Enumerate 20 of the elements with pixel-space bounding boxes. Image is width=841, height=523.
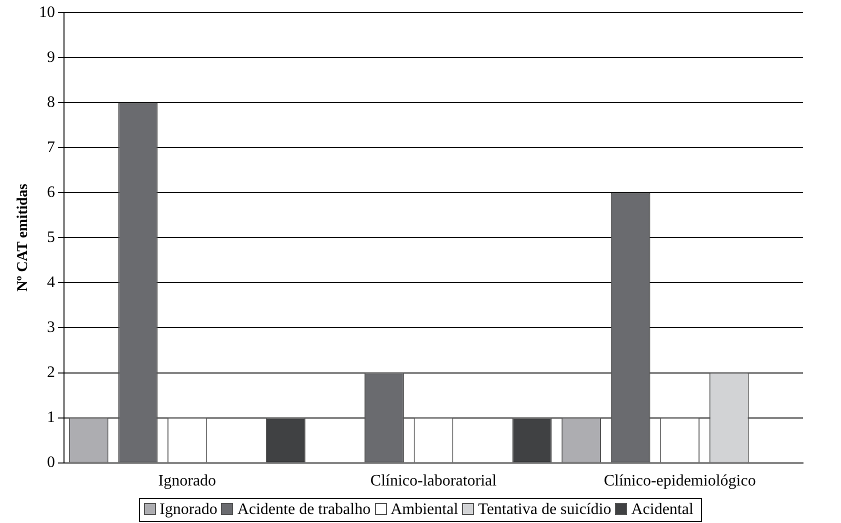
y-tick-label: 9 bbox=[47, 48, 55, 66]
y-tick-label: 5 bbox=[47, 228, 55, 246]
y-tick-label: 10 bbox=[39, 4, 55, 21]
legend-label: Acidente de trabalho bbox=[237, 501, 371, 518]
y-tick-label: 1 bbox=[47, 408, 55, 426]
y-tick-label: 2 bbox=[47, 364, 55, 381]
x-tick-label: Clínico-laboratorial bbox=[370, 472, 498, 490]
y-tick-label: 7 bbox=[47, 138, 55, 156]
x-tick-label: Clínico-epidemiológico bbox=[604, 472, 756, 490]
text: Ambiental bbox=[390, 501, 458, 518]
y-tick-label: 8 bbox=[47, 94, 55, 111]
y-axis-title: Nº CAT emitidas bbox=[14, 184, 31, 292]
legend-label: Acidental bbox=[631, 501, 694, 518]
legend-label: Ignorado bbox=[160, 501, 218, 518]
x-tick-label: Ignorado bbox=[158, 472, 216, 490]
legend-label: Tentativa de suicídio bbox=[478, 501, 612, 518]
y-tick-label: 3 bbox=[47, 318, 55, 336]
y-tick-label: 6 bbox=[47, 184, 55, 201]
y-tick-label: 0 bbox=[47, 454, 55, 472]
y-tick-label: 4 bbox=[47, 274, 55, 291]
